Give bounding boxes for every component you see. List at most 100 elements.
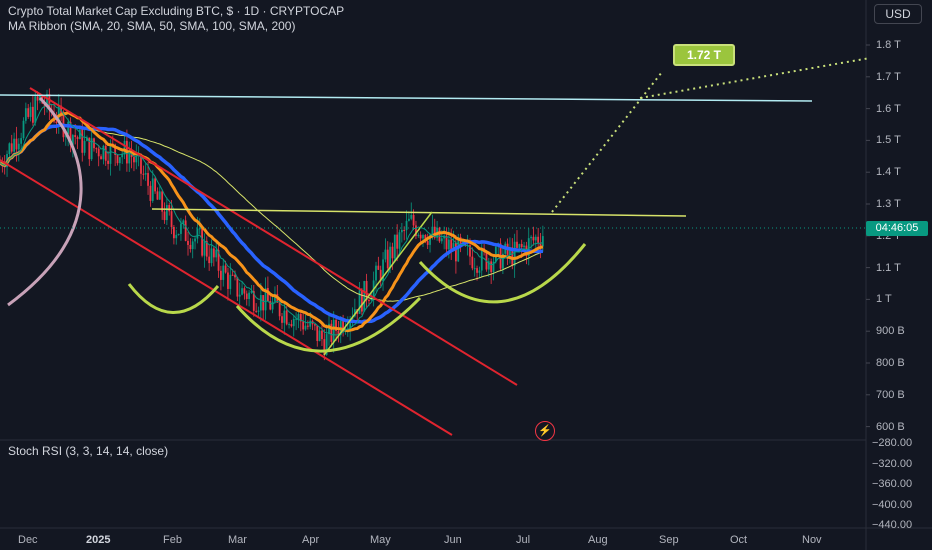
oscillator-axis-label: −280.00 bbox=[872, 437, 913, 449]
candle-body bbox=[410, 214, 413, 219]
candle-body bbox=[257, 310, 260, 312]
candle-body bbox=[379, 269, 382, 282]
candle-body bbox=[412, 214, 415, 226]
candle-body bbox=[455, 243, 457, 262]
countdown-badge: 04:46:05 bbox=[866, 221, 928, 236]
candle-body bbox=[198, 228, 201, 230]
indicator-title[interactable]: MA Ribbon (SMA, 20, SMA, 50, SMA, 100, S… bbox=[8, 19, 296, 33]
candle-body bbox=[447, 239, 450, 250]
candle-body bbox=[93, 138, 95, 149]
candle-body bbox=[375, 265, 377, 281]
candle-body bbox=[337, 331, 340, 336]
oscillator-axis-label: −360.00 bbox=[872, 478, 913, 490]
candle-body bbox=[245, 293, 248, 299]
candle-body bbox=[349, 318, 352, 329]
candle-body bbox=[212, 248, 215, 258]
candle-body bbox=[165, 205, 168, 221]
candle-body bbox=[330, 323, 333, 342]
candle-body bbox=[147, 173, 149, 186]
candle-body bbox=[205, 240, 208, 257]
candle-body bbox=[175, 234, 178, 239]
candle-body bbox=[149, 185, 152, 201]
candle-body bbox=[118, 157, 121, 164]
candle-body bbox=[400, 229, 403, 233]
candle-body bbox=[189, 244, 192, 250]
candle-body bbox=[53, 113, 55, 122]
candle-body bbox=[163, 211, 166, 221]
candle-body bbox=[15, 138, 18, 150]
candle-body bbox=[231, 274, 234, 276]
candle-body bbox=[48, 94, 51, 110]
candle-body bbox=[29, 106, 32, 117]
candle-body bbox=[520, 243, 523, 248]
candle-body bbox=[142, 173, 145, 175]
candle-body bbox=[135, 155, 138, 163]
lightning-icon[interactable]: ⚡ bbox=[535, 421, 555, 441]
candle-body bbox=[476, 268, 478, 273]
time-axis-label: Dec bbox=[18, 534, 38, 546]
price-axis-label: 800 B bbox=[876, 357, 905, 369]
resistance-line bbox=[151, 208, 687, 217]
ma100-line bbox=[0, 123, 543, 324]
candle-body bbox=[440, 238, 443, 242]
oscillator-title[interactable]: Stoch RSI (3, 3, 14, 14, close) bbox=[8, 444, 169, 458]
currency-button[interactable]: USD bbox=[874, 4, 922, 24]
candle-body bbox=[259, 295, 262, 311]
candle-body bbox=[377, 265, 380, 270]
oscillator-axis-label: −320.00 bbox=[872, 457, 913, 470]
candle-body bbox=[323, 339, 326, 355]
candle-body bbox=[328, 323, 330, 335]
candle-body bbox=[234, 274, 236, 278]
candle-body bbox=[10, 143, 13, 152]
candle-body bbox=[39, 95, 41, 101]
candle-body bbox=[46, 94, 48, 107]
candle-body bbox=[405, 220, 408, 231]
time-axis-label: Apr bbox=[302, 534, 320, 546]
candle-body bbox=[27, 108, 30, 117]
candle-body bbox=[262, 295, 265, 311]
candle-body bbox=[182, 220, 185, 224]
candle-body bbox=[532, 236, 535, 241]
candle-body bbox=[309, 320, 312, 327]
candle-body bbox=[473, 268, 476, 270]
time-axis-label: Sep bbox=[659, 534, 679, 546]
candle-body bbox=[318, 330, 321, 342]
candle-body bbox=[271, 301, 274, 310]
candle-body bbox=[191, 241, 194, 250]
candle-body bbox=[34, 96, 37, 123]
candle-body bbox=[173, 226, 175, 239]
candle-body bbox=[283, 310, 286, 323]
candle-body bbox=[269, 301, 272, 310]
candle-body bbox=[537, 236, 540, 243]
candle-body bbox=[335, 319, 337, 332]
candle-body bbox=[325, 334, 328, 355]
price-axis-label: 1.6 T bbox=[876, 102, 901, 115]
candle-body bbox=[469, 245, 471, 257]
chart-title[interactable]: Crypto Total Market Cap Excluding BTC, $… bbox=[8, 4, 345, 18]
candle-body bbox=[358, 290, 361, 314]
candle-body bbox=[90, 138, 93, 160]
candle-body bbox=[154, 178, 156, 192]
candle-body bbox=[398, 232, 401, 249]
price-axis-label: 1.3 T bbox=[876, 198, 901, 210]
candle-body bbox=[17, 143, 20, 150]
target-badge[interactable]: 1.72 T bbox=[673, 44, 735, 66]
candle-body bbox=[67, 121, 70, 135]
candle-body bbox=[342, 320, 344, 332]
time-axis-label: 2025 bbox=[86, 534, 111, 546]
candle-body bbox=[417, 234, 420, 236]
candle-body bbox=[97, 148, 100, 157]
candle-body bbox=[295, 318, 297, 320]
candle-body bbox=[492, 261, 495, 273]
candle-body bbox=[95, 148, 98, 150]
price-axis-label: 1.8 T bbox=[876, 39, 901, 51]
time-axis-label: Mar bbox=[228, 534, 247, 546]
candle-body bbox=[502, 253, 504, 269]
candle-body bbox=[278, 302, 281, 317]
rising-support-line bbox=[323, 211, 433, 356]
candle-body bbox=[128, 153, 131, 164]
left-arc bbox=[7, 96, 83, 307]
candle-body bbox=[426, 241, 429, 245]
